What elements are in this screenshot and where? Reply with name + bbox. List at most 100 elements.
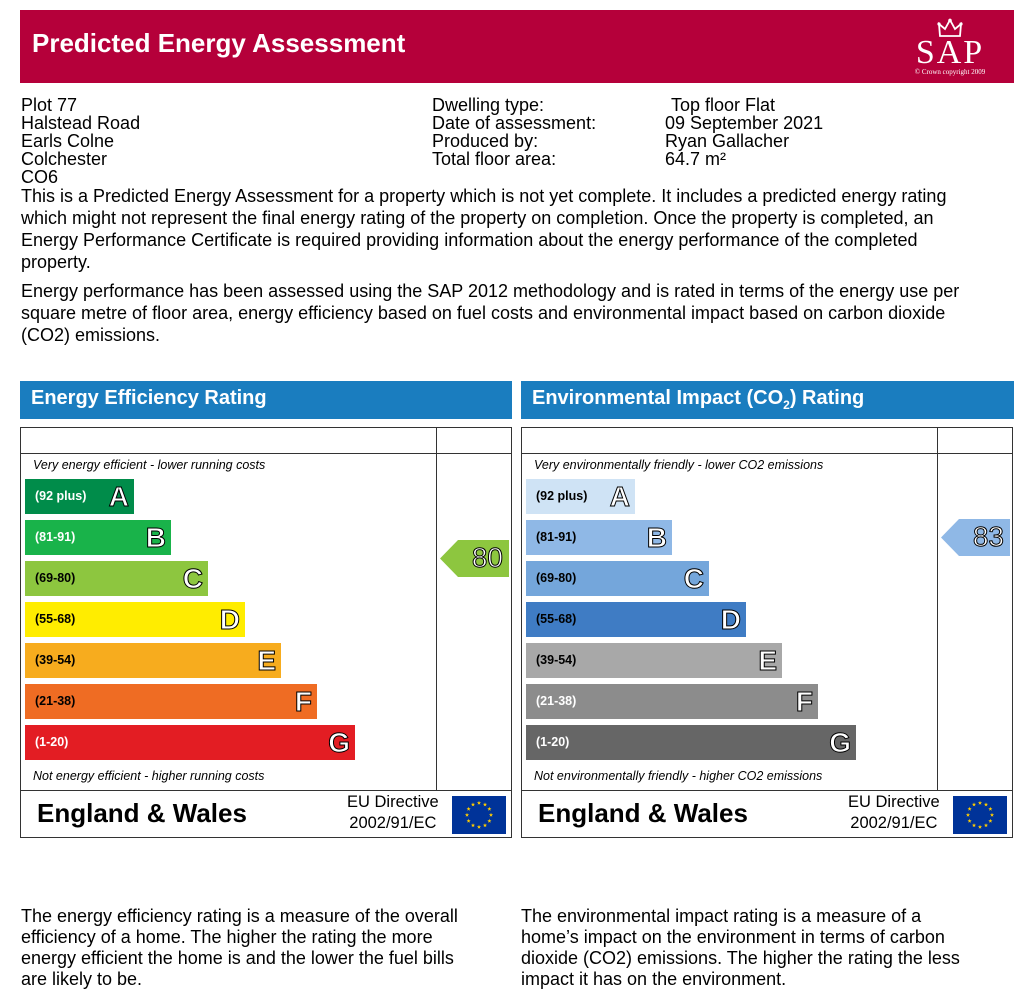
rating-band-c: (69-80) C — [25, 561, 208, 596]
page-title: Predicted Energy Assessment — [32, 28, 406, 58]
property-details-values: Top floor Flat 09 September 2021 Ryan Ga… — [665, 96, 823, 168]
environment-title-suffix: ) Rating — [789, 387, 865, 409]
rating-band-f: (21-38) F — [25, 684, 317, 719]
environment-region: England & Wales — [538, 798, 748, 828]
band-letter: F — [795, 686, 813, 718]
band-range: (69-80) — [35, 571, 76, 585]
property-details-labels: Dwelling type: Date of assessment: Produ… — [432, 96, 596, 168]
current-rating-value: 83 — [972, 521, 1004, 553]
divider — [21, 453, 511, 454]
rating-band-d: (55-68) D — [25, 602, 245, 637]
dwelling-type-value: Top floor Flat — [671, 95, 776, 115]
sap-logo-text: SAP — [915, 34, 985, 71]
date-label: Date of assessment: — [432, 113, 597, 133]
band-letter: E — [758, 645, 778, 677]
rating-band-a: (92 plus) A — [526, 479, 635, 514]
address-line: Earls Colne — [21, 131, 115, 151]
efficiency-top-note: Very energy efficient - lower running co… — [33, 458, 266, 472]
rating-band-e: (39-54) E — [526, 643, 782, 678]
band-letter: D — [219, 604, 240, 636]
rating-band-d: (55-68) D — [526, 602, 746, 637]
band-letter: C — [182, 563, 203, 595]
address-line: CO6 — [21, 167, 59, 187]
band-letter: C — [683, 563, 704, 595]
band-range: (21-38) — [536, 694, 577, 708]
environment-top-note: Very environmentally friendly - lower CO… — [534, 458, 824, 472]
floor-area-value: 64.7 m² — [665, 149, 727, 169]
band-range: (92 plus) — [35, 489, 87, 503]
divider — [436, 428, 437, 790]
rating-band-e: (39-54) E — [25, 643, 281, 678]
efficiency-directive: EU Directive 2002/91/EC — [347, 792, 439, 834]
rating-band-b: (81-91) B — [25, 520, 171, 555]
band-range: (55-68) — [536, 612, 577, 626]
band-letter: F — [294, 686, 312, 718]
property-address: Plot 77 Halstead Road Earls Colne Colche… — [21, 96, 140, 186]
band-letter: G — [829, 727, 852, 759]
produced-by-label: Produced by: — [432, 131, 539, 151]
band-range: (81-91) — [35, 530, 76, 544]
dwelling-type-label: Dwelling type: — [432, 95, 545, 115]
address-line: Colchester — [21, 149, 108, 169]
crown-copyright: © Crown copyright 2009 — [914, 68, 986, 76]
efficiency-region: England & Wales — [37, 798, 247, 828]
band-range: (39-54) — [35, 653, 76, 667]
address-line: Plot 77 — [21, 95, 78, 115]
directive-line: EU Directive — [347, 793, 439, 811]
band-range: (1-20) — [35, 735, 69, 749]
directive-line: 2002/91/EC — [349, 814, 437, 832]
methodology-paragraph: Energy performance has been assessed usi… — [21, 281, 960, 345]
rating-band-f: (21-38) F — [526, 684, 818, 719]
band-letter: B — [145, 522, 166, 554]
band-letter: A — [609, 481, 630, 513]
current-rating-indicator: 83 — [941, 519, 1010, 556]
band-letter: B — [646, 522, 667, 554]
floor-area-label: Total floor area: — [432, 149, 557, 169]
band-letter: G — [328, 727, 351, 759]
environment-directive: EU Directive 2002/91/EC — [848, 792, 940, 834]
directive-line: 2002/91/EC — [850, 814, 938, 832]
divider — [937, 428, 938, 790]
environment-chart-title: Environmental Impact (CO2) Rating — [521, 381, 1014, 419]
band-range: (55-68) — [35, 612, 76, 626]
environment-explanation: The environmental impact rating is a mea… — [521, 906, 960, 989]
band-letter: A — [108, 481, 129, 513]
eu-flag-icon — [452, 796, 506, 834]
date-value: 09 September 2021 — [665, 113, 824, 133]
efficiency-chart-title: Energy Efficiency Rating — [20, 381, 512, 419]
divider — [522, 453, 1012, 454]
rating-arrow — [941, 519, 1010, 556]
produced-by-value: Ryan Gallacher — [665, 131, 790, 151]
divider — [522, 790, 1012, 791]
band-range: (39-54) — [536, 653, 577, 667]
environment-chart: Very environmentally friendly - lower CO… — [521, 427, 1013, 838]
efficiency-bottom-note: Not energy efficient - higher running co… — [33, 769, 265, 783]
header-banner: Predicted Energy Assessment SAP © Crown … — [20, 10, 1014, 83]
current-rating-indicator: 80 — [440, 540, 509, 577]
band-letter: D — [720, 604, 741, 636]
band-range: (21-38) — [35, 694, 76, 708]
environment-title-prefix: Environmental Impact (CO — [532, 387, 784, 409]
sap-logo: SAP © Crown copyright 2009 — [904, 16, 996, 78]
band-range: (1-20) — [536, 735, 570, 749]
environment-title-subscript: 2 — [783, 398, 790, 412]
rating-band-g: (1-20) G — [25, 725, 355, 760]
rating-band-a: (92 plus) A — [25, 479, 134, 514]
crown-icon — [937, 18, 963, 37]
current-rating-value: 80 — [471, 542, 503, 574]
divider — [21, 790, 511, 791]
directive-line: EU Directive — [848, 793, 940, 811]
efficiency-chart: Very energy efficient - lower running co… — [20, 427, 512, 838]
environment-bottom-note: Not environmentally friendly - higher CO… — [534, 769, 823, 783]
intro-paragraph: This is a Predicted Energy Assessment fo… — [21, 186, 947, 272]
address-line: Halstead Road — [21, 113, 141, 133]
band-range: (92 plus) — [536, 489, 588, 503]
band-letter: E — [257, 645, 277, 677]
rating-band-c: (69-80) C — [526, 561, 709, 596]
eu-flag-icon — [953, 796, 1007, 834]
band-range: (69-80) — [536, 571, 577, 585]
rating-band-b: (81-91) B — [526, 520, 672, 555]
rating-arrow — [440, 540, 509, 577]
rating-band-g: (1-20) G — [526, 725, 856, 760]
band-range: (81-91) — [536, 530, 577, 544]
